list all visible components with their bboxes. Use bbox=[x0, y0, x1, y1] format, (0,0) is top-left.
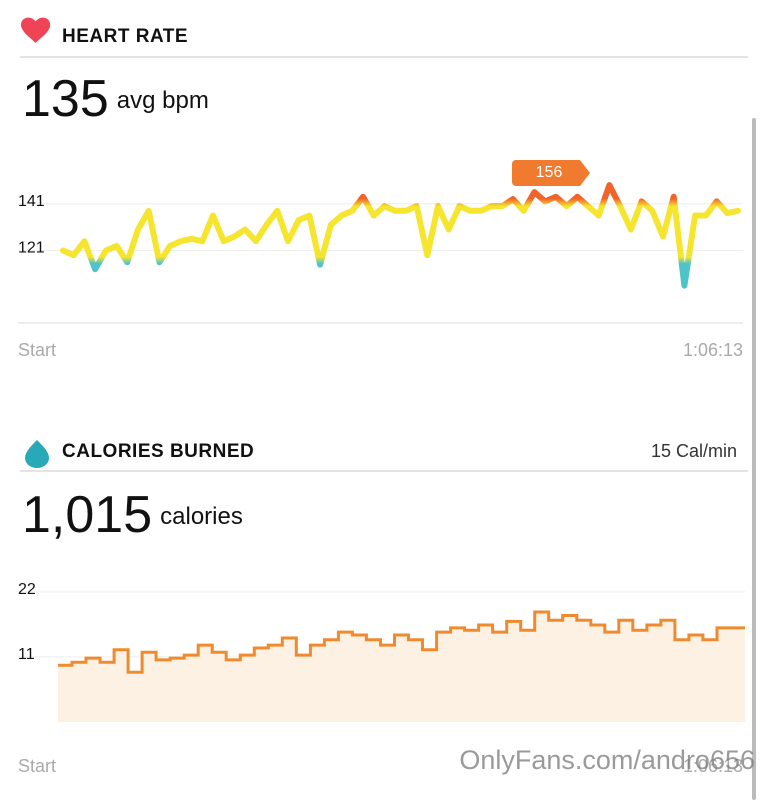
section-title: CALORIES BURNED bbox=[62, 441, 254, 462]
x-end: 1:06:13 bbox=[683, 340, 743, 360]
avg-value: 135 bbox=[22, 70, 109, 128]
peak-badge bbox=[512, 160, 590, 186]
x-start: Start bbox=[18, 756, 56, 776]
heart-rate-line bbox=[60, 182, 741, 289]
peak-tag: 156 bbox=[512, 160, 590, 186]
peak-label: 156 bbox=[536, 164, 563, 181]
watermark: OnlyFans.com/andro656 bbox=[459, 745, 755, 775]
x-end: 1:06:13 bbox=[683, 756, 743, 776]
total-unit: calories bbox=[160, 503, 243, 530]
heart-icon bbox=[21, 17, 51, 43]
y-tick-label: 121 bbox=[18, 240, 45, 257]
y-tick-label: 22 bbox=[18, 581, 36, 598]
calories-area bbox=[58, 612, 745, 722]
rate: 15 Cal/min bbox=[651, 441, 737, 461]
summary: 135 avg bpm bbox=[22, 70, 209, 128]
y-tick-label: 141 bbox=[18, 193, 45, 210]
x-start: Start bbox=[18, 340, 56, 360]
total-value: 1,015 bbox=[22, 486, 152, 544]
section-title: HEART RATE bbox=[62, 26, 188, 47]
drop-icon bbox=[25, 440, 49, 468]
calories-line bbox=[58, 610, 745, 674]
avg-unit: avg bpm bbox=[117, 87, 209, 114]
y-tick-label: 11 bbox=[18, 646, 35, 663]
scrollbar bbox=[752, 118, 756, 800]
summary: 1,015 calories bbox=[22, 486, 243, 544]
